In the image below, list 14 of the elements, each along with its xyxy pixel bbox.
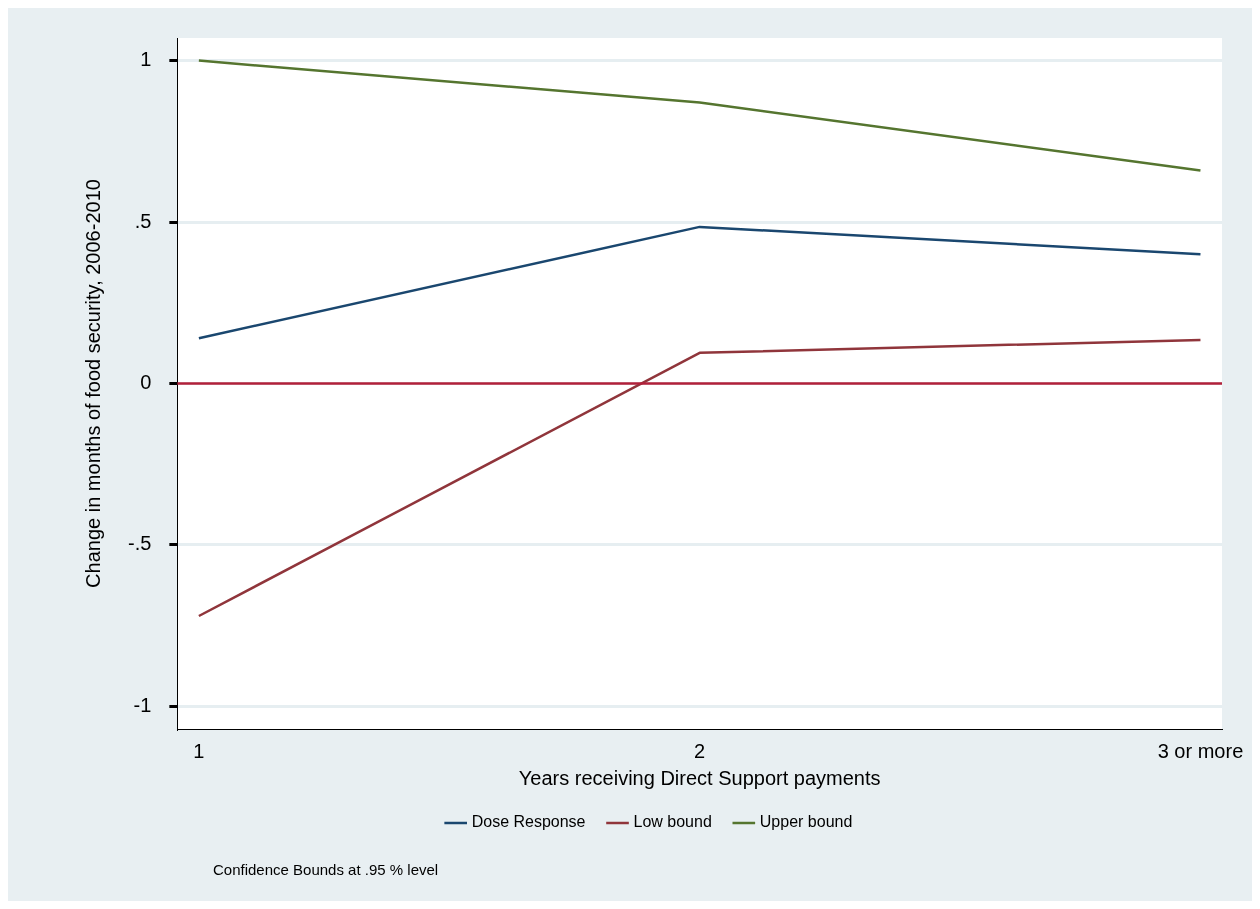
y-tick-label: -1 xyxy=(133,693,152,716)
x-tick-label: 2 xyxy=(694,739,706,762)
x-tick-label: 1 xyxy=(193,739,205,762)
legend-label: Upper bound xyxy=(759,813,853,831)
y-tick-label: 1 xyxy=(140,48,152,71)
legend-label: Dose Response xyxy=(471,813,586,831)
y-tick-label: 0 xyxy=(140,371,152,394)
y-axis-title: Change in months of food security, 2006-2010 xyxy=(81,179,104,588)
x-axis-title: Years receiving Direct Support payments xyxy=(518,766,881,789)
legend-label: Low bound xyxy=(633,813,712,831)
y-tick-label: .5 xyxy=(134,209,152,232)
x-tick-label: 3 or more xyxy=(1157,739,1244,762)
y-tick-label: -.5 xyxy=(128,532,152,555)
text: Confidence Bounds at .95 % level xyxy=(213,861,439,879)
